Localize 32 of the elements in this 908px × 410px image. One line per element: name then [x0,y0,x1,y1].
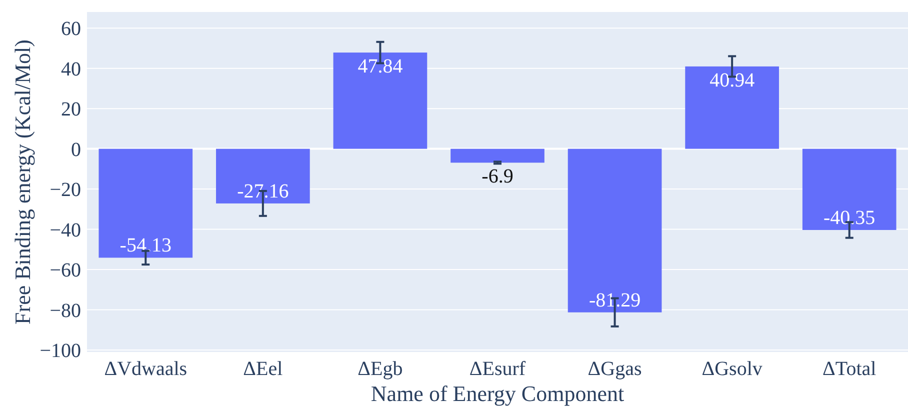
y-tick-label: 60 [61,18,81,40]
bar [333,52,428,149]
y-axis-title: Free Binding energy (Kcal/Mol) [10,40,35,324]
data-label: 40.94 [710,69,755,92]
x-tick-label: ΔEgb [358,358,403,380]
data-label: -6.9 [482,166,514,188]
y-tick-label: −20 [50,179,81,202]
y-tick-label: 20 [61,98,81,121]
y-tick-label: −60 [50,260,81,282]
x-tick-label: ΔEel [243,358,284,380]
x-axis-title: Name of Energy Component [370,381,624,406]
x-tick-label: ΔTotal [822,358,877,380]
bar [98,148,193,258]
bar [216,148,310,204]
y-tick-label: 0 [71,138,81,161]
data-label: -27.16 [237,180,289,202]
y-tick-label: −40 [50,219,81,242]
data-label: -40.35 [824,206,876,229]
data-label: -54.13 [120,234,172,257]
data-label: 47.84 [358,56,403,78]
x-tick-label: ΔEsurf [469,358,526,380]
y-tick-label: 40 [61,58,81,80]
x-tick-label: ΔGsolv [702,358,762,380]
x-tick-label: ΔVdwaals [104,358,188,380]
data-label: -81.29 [588,289,641,312]
bar [685,66,779,149]
y-tick-label: −80 [50,300,81,322]
x-tick-label: ΔGgas [588,358,642,380]
bar [450,148,544,163]
y-tick-label: −100 [40,340,81,362]
bar [802,148,896,230]
bar [568,148,662,312]
